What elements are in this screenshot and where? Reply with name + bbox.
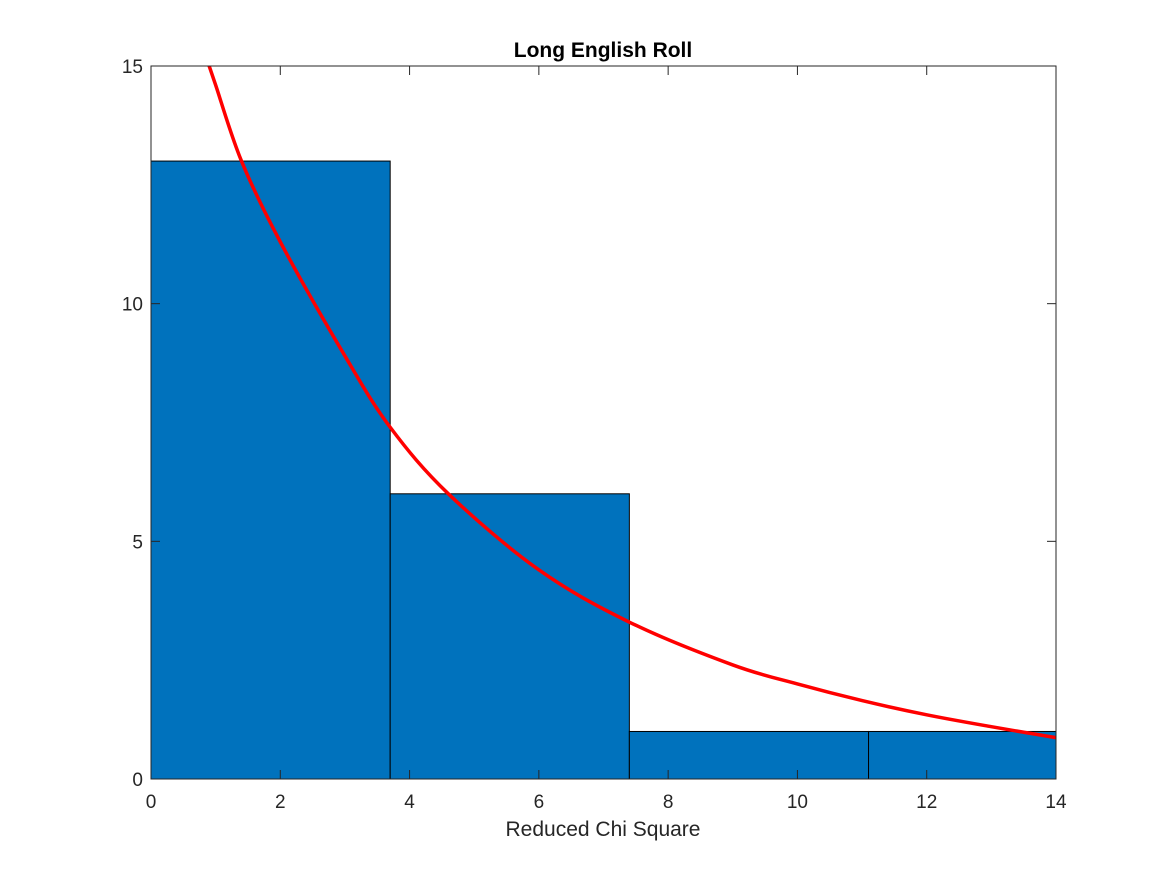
x-tick-label: 10	[787, 792, 808, 813]
y-tick-label: 0	[132, 770, 143, 791]
y-tick-label: 5	[132, 532, 143, 553]
chart-title: Long English Roll	[514, 39, 692, 62]
x-tick-label: 14	[1045, 792, 1067, 813]
x-tick-label: 0	[146, 792, 157, 813]
bars-layer	[150, 160, 1057, 780]
y-tick-label: 15	[122, 57, 143, 78]
histogram-bar-2	[389, 493, 630, 780]
histogram-bar-1	[150, 160, 391, 780]
x-tick-label: 2	[275, 792, 286, 813]
x-tick-label: 6	[534, 792, 545, 813]
plot-area-frame	[150, 65, 1057, 780]
y-tick-label: 10	[122, 295, 143, 316]
fit-curve-line	[207, 66, 1056, 740]
x-axis-label: Reduced Chi Square	[506, 818, 701, 841]
curve-layer	[207, 66, 1056, 740]
x-tick-label: 8	[663, 792, 674, 813]
histogram-bar-4	[868, 730, 1057, 780]
x-tick-label: 12	[916, 792, 937, 813]
ticks-layer: 0 2 4 6 8 10 12 14 0 5 10 15	[122, 57, 1067, 813]
histogram-bar-3	[628, 730, 870, 780]
x-tick-label: 4	[404, 792, 415, 813]
